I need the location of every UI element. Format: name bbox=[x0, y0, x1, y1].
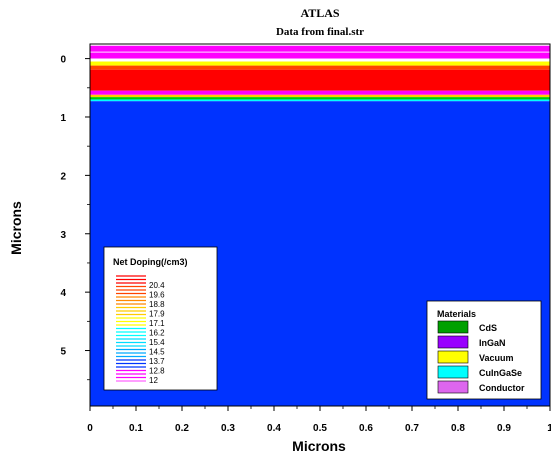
doping-legend-label: 19.6 bbox=[149, 291, 165, 300]
y-tick-label: 3 bbox=[60, 230, 66, 241]
x-tick-label: 0.4 bbox=[267, 423, 281, 434]
materials-legend: Materials CdS InGaN Vacuum CuInGaSe Conducto… bbox=[426, 300, 542, 400]
y-tick-label: 1 bbox=[60, 113, 66, 124]
layer-band bbox=[90, 90, 550, 95]
material-label: Vacuum bbox=[479, 353, 514, 363]
layer-band bbox=[90, 65, 550, 70]
doping-legend-label: 17.1 bbox=[149, 319, 165, 328]
x-tick-label: 0.9 bbox=[497, 423, 511, 434]
doping-legend-label: 16.2 bbox=[149, 329, 165, 338]
doping-legend-label: 20.4 bbox=[149, 281, 165, 290]
layer-band bbox=[90, 45, 550, 52]
doping-legend: Net Doping(/cm3) 20.419.618.817.917.116.… bbox=[103, 246, 218, 391]
x-tick-label: 0.2 bbox=[175, 423, 189, 434]
material-swatch bbox=[437, 335, 469, 349]
y-tick-label: 4 bbox=[60, 288, 66, 299]
x-tick-label: 0.7 bbox=[405, 423, 419, 434]
layer-band bbox=[90, 51, 550, 53]
layer-band bbox=[90, 52, 550, 59]
material-swatch bbox=[437, 365, 469, 379]
chart-title: ATLAS bbox=[300, 6, 340, 20]
doping-legend-label: 13.7 bbox=[149, 357, 165, 366]
material-swatch bbox=[437, 350, 469, 364]
layer-band bbox=[90, 58, 550, 62]
layer-band bbox=[90, 99, 550, 102]
doping-legend-box bbox=[103, 246, 218, 391]
material-label: CdS bbox=[479, 323, 497, 333]
doping-legend-label: 15.4 bbox=[149, 338, 165, 347]
material-swatch bbox=[437, 320, 469, 334]
layer-band bbox=[90, 97, 550, 100]
doping-legend-label: 17.9 bbox=[149, 310, 165, 319]
material-swatch bbox=[437, 380, 469, 394]
y-axis-label: Microns bbox=[8, 201, 24, 255]
layer-band bbox=[90, 94, 550, 98]
doping-legend-label: 14.5 bbox=[149, 348, 165, 357]
x-tick-label: 0.8 bbox=[451, 423, 465, 434]
x-tick-label: 0 bbox=[87, 423, 93, 434]
chart-subtitle: Data from final.str bbox=[275, 26, 365, 38]
material-label: CuInGaSe bbox=[479, 368, 522, 378]
material-label: Conductor bbox=[479, 383, 525, 393]
x-tick-label: 0.5 bbox=[313, 423, 327, 434]
x-tick-label: 1 bbox=[547, 423, 551, 434]
x-axis-label: Microns bbox=[292, 438, 346, 454]
doping-legend-label: 12.8 bbox=[149, 367, 165, 376]
doping-legend-title: Net Doping(/cm3) bbox=[113, 257, 188, 267]
doping-legend-label: 12 bbox=[149, 376, 158, 385]
layer-band bbox=[90, 61, 550, 66]
x-tick-label: 0.1 bbox=[129, 423, 143, 434]
y-tick-label: 2 bbox=[60, 171, 66, 182]
layer-band bbox=[90, 44, 550, 46]
y-tick-label: 0 bbox=[60, 55, 66, 66]
x-tick-label: 0.6 bbox=[359, 423, 373, 434]
y-tick-label: 5 bbox=[60, 347, 66, 358]
doping-legend-label: 18.8 bbox=[149, 300, 165, 309]
x-tick-label: 0.3 bbox=[221, 423, 235, 434]
layer-band bbox=[90, 69, 550, 91]
materials-legend-title: Materials bbox=[437, 309, 476, 319]
material-label: InGaN bbox=[479, 338, 506, 348]
